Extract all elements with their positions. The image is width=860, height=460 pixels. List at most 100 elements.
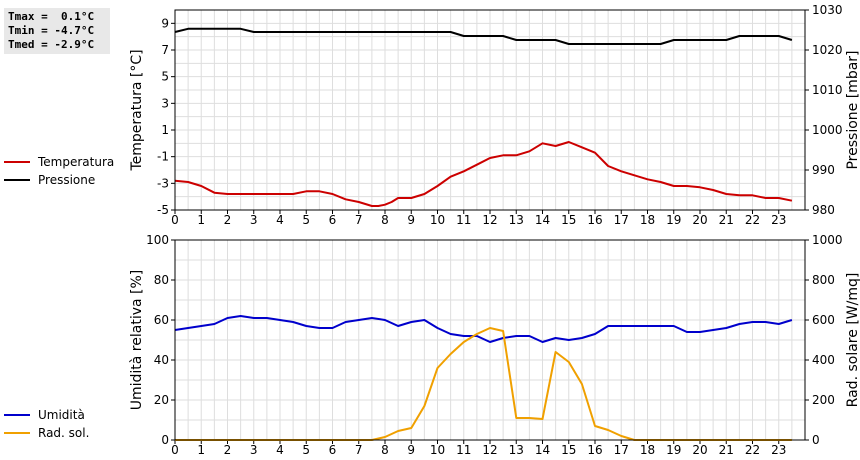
- bottom-xtick-label: 2: [224, 443, 232, 457]
- top-xtick-label: 22: [745, 213, 760, 227]
- bottom-xtick-label: 20: [692, 443, 707, 457]
- legend-label-umidita: Umidità: [38, 408, 85, 422]
- legend-bottom: Umidità Rad. sol.: [4, 406, 89, 442]
- bottom-xtick-label: 6: [329, 443, 337, 457]
- legend-swatch-umidita: [4, 414, 30, 416]
- top-xtick-label: 7: [355, 213, 363, 227]
- bottom-xtick-label: 7: [355, 443, 363, 457]
- bottom-y2tick-label: 600: [812, 313, 835, 327]
- bottom-ytick-label: 80: [154, 273, 169, 287]
- top-xtick-label: 18: [640, 213, 655, 227]
- bottom-xtick-label: 4: [276, 443, 284, 457]
- top-xtick-label: 21: [719, 213, 734, 227]
- bottom-xtick-label: 5: [302, 443, 310, 457]
- bottom-xtick-label: 12: [482, 443, 497, 457]
- tmin-stat: Tmin = -4.7°C: [8, 24, 95, 37]
- bottom-xtick-label: 8: [381, 443, 389, 457]
- top-ytick-label: 7: [161, 43, 169, 57]
- bottom-y2tick-label: 800: [812, 273, 835, 287]
- top-ytick-label: -3: [157, 176, 169, 190]
- bottom-xtick-label: 23: [771, 443, 786, 457]
- bottom-ylabel: Umidità relativa [%]: [129, 270, 145, 411]
- top-xtick-label: 0: [171, 213, 179, 227]
- top-ytick-label: 3: [161, 96, 169, 110]
- legend-swatch-pressione: [4, 179, 30, 181]
- legend-item-rad-sol: Rad. sol.: [4, 424, 89, 442]
- top-ytick-label: -5: [157, 203, 169, 217]
- top-xtick-label: 1: [197, 213, 205, 227]
- top-xtick-label: 20: [692, 213, 707, 227]
- top-xtick-label: 13: [509, 213, 524, 227]
- bottom-xtick-label: 0: [171, 443, 179, 457]
- bottom-xtick-label: 13: [509, 443, 524, 457]
- top-xtick-label: 9: [407, 213, 415, 227]
- top-xtick-label: 14: [535, 213, 550, 227]
- tmed-stat: Tmed = -2.9°C: [8, 38, 95, 51]
- bottom-xtick-label: 16: [587, 443, 602, 457]
- top-ytick-label: -1: [157, 150, 169, 164]
- bottom-xtick-label: 14: [535, 443, 550, 457]
- top-y2tick-label: 1000: [812, 123, 843, 137]
- legend-item-umidita: Umidità: [4, 406, 89, 424]
- bottom-ytick-label: 40: [154, 353, 169, 367]
- bottom-xtick-label: 18: [640, 443, 655, 457]
- top-y2tick-label: 1030: [812, 3, 843, 17]
- top-xtick-label: 2: [224, 213, 232, 227]
- top-xtick-label: 10: [430, 213, 445, 227]
- top-ytick-label: 9: [161, 16, 169, 30]
- top-series-pressione-line: [174, 27, 793, 45]
- top-plot-frame: [174, 9, 806, 211]
- bottom-xtick-label: 1: [197, 443, 205, 457]
- bottom-xtick-label: 9: [407, 443, 415, 457]
- top-xtick-label: 12: [482, 213, 497, 227]
- tmax-stat: Tmax = 0.1°C: [8, 10, 95, 23]
- bottom-xtick-label: 3: [250, 443, 258, 457]
- bottom-y2tick-label: 0: [812, 433, 820, 447]
- bottom-y2tick-label: 400: [812, 353, 835, 367]
- top-xtick-label: 5: [302, 213, 310, 227]
- top-xtick-label: 11: [456, 213, 471, 227]
- legend-swatch-rad-sol: [4, 432, 30, 434]
- legend-item-temperatura: Temperatura: [4, 153, 114, 171]
- top-xtick-label: 19: [666, 213, 681, 227]
- bottom-xtick-label: 17: [614, 443, 629, 457]
- bottom-plot-frame: [174, 239, 806, 441]
- top-xtick-label: 3: [250, 213, 258, 227]
- legend-swatch-temperatura: [4, 161, 30, 163]
- bottom-y2tick-label: 200: [812, 393, 835, 407]
- bottom-xtick-label: 10: [430, 443, 445, 457]
- bottom-xtick-label: 15: [561, 443, 576, 457]
- top-xtick-label: 16: [587, 213, 602, 227]
- bottom-series-umidit-line: [174, 315, 793, 343]
- top-y2tick-label: 990: [812, 163, 835, 177]
- bottom-xtick-label: 21: [719, 443, 734, 457]
- top-ytick-label: 5: [161, 70, 169, 84]
- bottom-ytick-label: 100: [146, 233, 169, 247]
- top-series-temperatura-line: [174, 141, 793, 207]
- top-xtick-label: 4: [276, 213, 284, 227]
- top-xtick-label: 23: [771, 213, 786, 227]
- bottom-xtick-label: 19: [666, 443, 681, 457]
- bottom-xtick-label: 22: [745, 443, 760, 457]
- top-y2tick-label: 980: [812, 203, 835, 217]
- top-y2tick-label: 1010: [812, 83, 843, 97]
- top-ytick-label: 1: [161, 123, 169, 137]
- top-ylabel: Temperatura [°C]: [129, 49, 145, 171]
- top-y2tick-label: 1020: [812, 43, 843, 57]
- legend-label-pressione: Pressione: [38, 173, 96, 187]
- legend-top: Temperatura Pressione: [4, 153, 114, 189]
- bottom-y2label: Rad. solare [W/mq]: [845, 273, 860, 408]
- bottom-ytick-label: 20: [154, 393, 169, 407]
- bottom-series-rad-sol-line: [175, 327, 792, 441]
- top-xtick-label: 17: [614, 213, 629, 227]
- stats-box: Tmax = 0.1°C Tmin = -4.7°C Tmed = -2.9°C: [4, 8, 110, 54]
- top-y2label: Pressione [mbar]: [845, 50, 860, 169]
- legend-label-temperatura: Temperatura: [38, 155, 115, 169]
- top-xtick-label: 8: [381, 213, 389, 227]
- legend-label-rad-sol: Rad. sol.: [38, 426, 90, 440]
- bottom-xtick-label: 11: [456, 443, 471, 457]
- top-xtick-label: 15: [561, 213, 576, 227]
- bottom-ytick-label: 0: [161, 433, 169, 447]
- bottom-y2tick-label: 1000: [812, 233, 843, 247]
